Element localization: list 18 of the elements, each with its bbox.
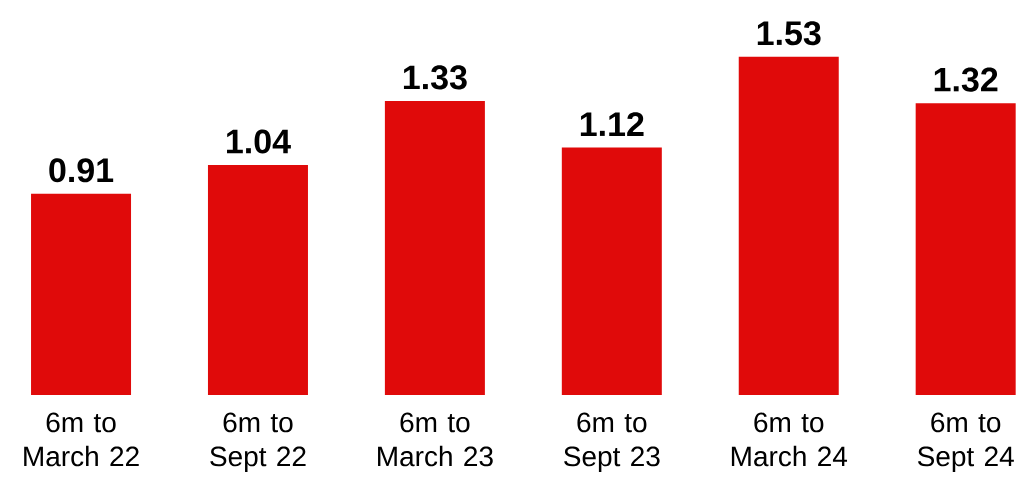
bar	[384, 101, 485, 395]
data-label: 0.91	[49, 158, 114, 183]
data-label: 1.32	[934, 67, 998, 92]
x-tick-label: 6m to Sept 22	[210, 412, 306, 472]
x-tick-label: 6m to Sept 23	[564, 412, 660, 472]
bar	[561, 147, 662, 395]
bar	[31, 193, 132, 395]
data-label: 1.04	[227, 129, 291, 154]
data-label: 1.12	[580, 112, 644, 136]
data-label: 1.33	[403, 65, 467, 90]
x-tick-label: 6m to March 23	[378, 412, 493, 467]
data-label: 1.53	[757, 21, 821, 46]
x-tick-label: 6m to March 24	[731, 412, 848, 467]
x-tick-label: 6m to March 22	[24, 412, 139, 467]
bar	[915, 103, 1016, 395]
bar	[207, 165, 308, 395]
bar	[738, 56, 839, 395]
x-tick-label: 6m to Sept 24	[917, 412, 1014, 472]
